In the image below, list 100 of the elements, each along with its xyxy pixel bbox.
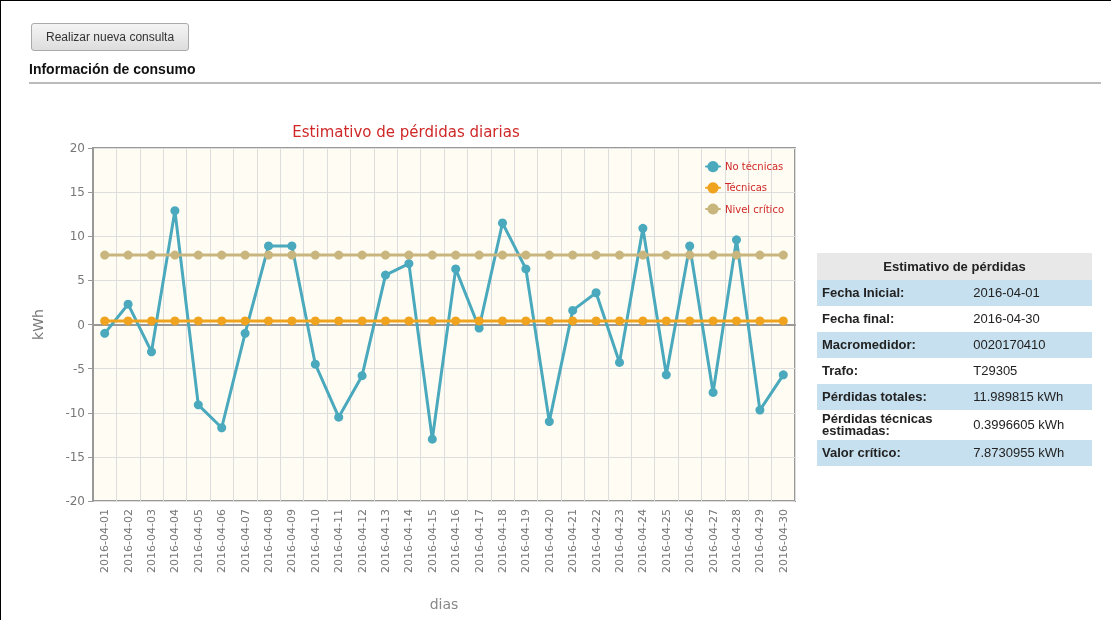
point [100, 316, 110, 326]
x-tick-label: 2016-04-11 [332, 509, 346, 573]
point [193, 400, 203, 410]
point [170, 250, 180, 260]
x-tick-label: 2016-04-01 [98, 509, 112, 573]
point [685, 241, 695, 251]
text: 2016-04-30 [972, 310, 1041, 328]
text: Pérdidas totales: [817, 384, 969, 410]
point [615, 316, 624, 326]
x-tick-label: 2016-04-24 [636, 509, 650, 573]
point [217, 316, 227, 326]
x-tick-label: 2016-04-14 [402, 509, 416, 573]
point [287, 250, 297, 260]
point [778, 250, 788, 260]
point [591, 316, 601, 326]
point [240, 250, 250, 260]
point [240, 328, 250, 338]
point [147, 250, 156, 260]
point [685, 316, 695, 326]
point [732, 316, 741, 326]
point [498, 218, 507, 228]
text: 0020170410 [968, 332, 1092, 358]
point [638, 316, 648, 326]
point [521, 250, 531, 260]
point [310, 250, 320, 260]
point [357, 250, 367, 260]
y-tick-label: -15 [65, 449, 85, 464]
point [755, 250, 765, 260]
x-tick-label: 2016-04-06 [215, 509, 229, 573]
point [661, 370, 671, 380]
point [451, 250, 461, 260]
point [708, 387, 718, 397]
text: Información de consumo [29, 61, 1101, 84]
x-tick-label: 2016-04-04 [168, 509, 182, 573]
point [264, 250, 273, 260]
x-tick-label: 2016-04-28 [730, 509, 743, 573]
point [217, 250, 227, 260]
x-tick-label: 2016-04-26 [683, 509, 697, 573]
x-tick-label: 2016-04-10 [308, 509, 322, 573]
point [334, 250, 344, 260]
point [264, 316, 273, 326]
point [732, 250, 741, 260]
point [638, 223, 648, 233]
text: 2016-04-01 [968, 280, 1092, 306]
point [170, 206, 180, 216]
y-tick-label: 15 [69, 185, 85, 200]
point [287, 241, 297, 251]
point [264, 241, 273, 251]
point [427, 316, 437, 326]
point [708, 316, 718, 326]
point [498, 316, 507, 326]
text: Valor crítico: [817, 440, 969, 466]
point [732, 235, 741, 245]
x-tick-label: 2016-04-12 [355, 509, 369, 573]
point [310, 316, 320, 326]
legend-label: No técnicas [725, 161, 784, 173]
text: Fecha final: [821, 310, 896, 328]
point [334, 412, 344, 422]
x-tick-label: 2016-04-08 [262, 509, 275, 573]
point [685, 250, 695, 260]
point [591, 288, 601, 298]
x-tick-label: 2016-04-22 [589, 509, 603, 573]
point [240, 316, 250, 326]
point [193, 250, 203, 260]
point [381, 316, 390, 326]
x-tick-label: 2016-04-15 [425, 509, 439, 573]
point [100, 328, 110, 338]
point [123, 250, 133, 260]
point [615, 250, 624, 260]
text: Macromedidor: [817, 332, 969, 358]
text: 11.989815 kWh [968, 384, 1092, 410]
x-tick-label: 2016-04-25 [659, 509, 673, 573]
x-tick-label: 2016-04-19 [519, 509, 533, 573]
point [357, 316, 367, 326]
point [310, 359, 320, 369]
point [123, 299, 133, 309]
point [357, 371, 367, 381]
y-tick-label: 20 [69, 141, 85, 155]
text: 0.3996605 kWh [972, 416, 1066, 434]
point [100, 250, 110, 260]
y-tick-label: 5 [77, 273, 85, 288]
x-tick-label: 2016-04-20 [542, 509, 556, 573]
x-tick-label: 2016-04-03 [145, 509, 158, 573]
text: T29305 [972, 362, 1019, 380]
point [334, 316, 344, 326]
legend-label: Técnicas [724, 182, 768, 194]
point [474, 250, 484, 260]
x-tick-label: 2016-04-29 [753, 509, 767, 573]
point [778, 370, 788, 380]
y-tick-label: -10 [65, 405, 85, 420]
x-tick-label: 2016-04-05 [191, 509, 205, 573]
y-tick-label: -5 [73, 361, 85, 376]
x-tick-label: 2016-04-09 [285, 509, 299, 573]
point [544, 316, 554, 326]
point [591, 250, 601, 260]
x-axis-title: dias [429, 596, 459, 612]
point [544, 250, 554, 260]
x-tick-label: 2016-04-23 [613, 509, 626, 573]
x-tick-label: 2016-04-27 [706, 509, 720, 573]
x-tick-label: 2016-04-21 [566, 509, 580, 573]
